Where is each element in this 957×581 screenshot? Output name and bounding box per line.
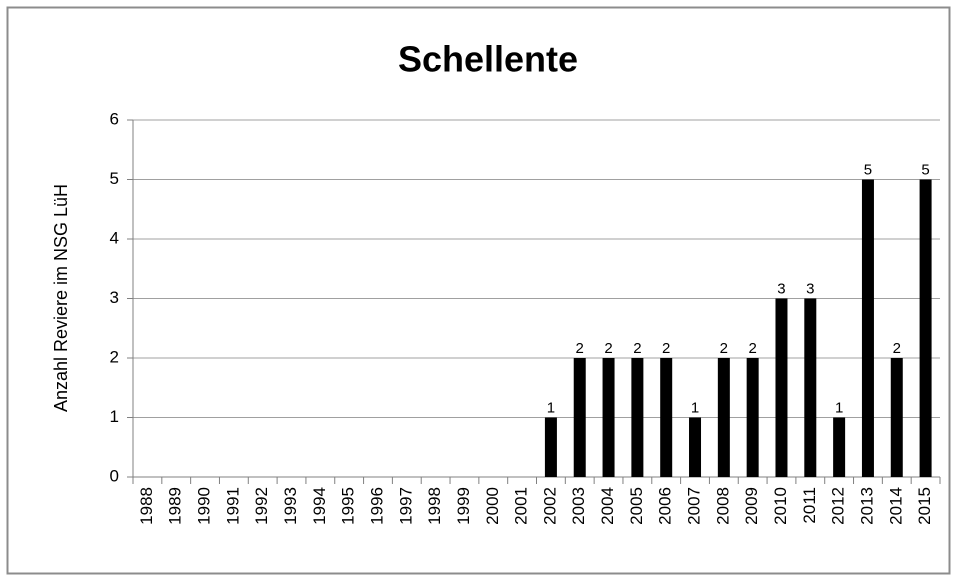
bar — [631, 358, 644, 477]
x-tick-label: 2009 — [742, 487, 761, 525]
x-tick-label: 1988 — [137, 487, 156, 525]
bar — [544, 417, 557, 477]
x-tick-label: 1996 — [367, 487, 386, 525]
bar — [804, 298, 817, 477]
x-tick-label: 1993 — [281, 487, 300, 525]
bar — [660, 358, 673, 477]
x-tick-label: 2015 — [915, 487, 934, 525]
x-tick-label: 2004 — [598, 487, 617, 525]
data-label: 5 — [921, 161, 929, 178]
data-label: 5 — [864, 161, 872, 178]
bar — [890, 358, 903, 477]
x-tick-label: 2008 — [713, 487, 732, 525]
bar — [919, 179, 932, 477]
data-label: 1 — [547, 399, 555, 416]
bar — [573, 358, 586, 477]
x-tick-label: 2003 — [569, 487, 588, 525]
data-label: 2 — [604, 340, 612, 357]
data-label: 2 — [576, 340, 584, 357]
bar — [717, 358, 730, 477]
data-label: 3 — [806, 280, 814, 297]
x-tick-label: 1997 — [396, 487, 415, 525]
x-tick-label: 1990 — [195, 487, 214, 525]
x-tick-label: 2000 — [483, 487, 502, 525]
bar — [689, 417, 702, 477]
y-axis-label: Anzahl Reviere im NSG LüH — [51, 184, 71, 412]
x-tick-label: 1989 — [166, 487, 185, 525]
bar — [833, 417, 846, 477]
bar — [602, 358, 615, 477]
bar — [746, 358, 759, 477]
x-tick-label: 2006 — [656, 487, 675, 525]
bar — [775, 298, 788, 477]
x-tick-label: 1994 — [310, 487, 329, 525]
data-label: 2 — [633, 340, 641, 357]
x-tick-label: 1991 — [223, 487, 242, 525]
bar — [861, 179, 874, 477]
x-tick-label: 2007 — [685, 487, 704, 525]
y-tick-label: 4 — [110, 228, 119, 247]
data-label: 1 — [691, 399, 699, 416]
y-tick-label: 0 — [110, 466, 119, 485]
x-tick-label: 1995 — [339, 487, 358, 525]
x-tick-label: 2002 — [540, 487, 559, 525]
y-tick-label: 1 — [110, 407, 119, 426]
y-tick-label: 2 — [110, 347, 119, 366]
x-tick-label: 2005 — [627, 487, 646, 525]
y-tick-label: 6 — [110, 109, 119, 128]
y-tick-label: 3 — [110, 288, 119, 307]
x-tick-label: 2011 — [800, 487, 819, 524]
data-label: 2 — [748, 340, 756, 357]
y-tick-label: 5 — [110, 169, 119, 188]
x-tick-label: 2010 — [771, 487, 790, 525]
x-tick-label: 2013 — [857, 487, 876, 525]
x-tick-label: 2014 — [886, 487, 905, 525]
x-tick-label: 2012 — [829, 487, 848, 525]
data-label: 2 — [720, 340, 728, 357]
chart-title: Schellente — [398, 39, 578, 80]
data-label: 1 — [835, 399, 843, 416]
x-tick-label: 1992 — [252, 487, 271, 525]
x-tick-label: 1999 — [454, 487, 473, 525]
data-label: 3 — [777, 280, 785, 297]
data-label: 2 — [893, 340, 901, 357]
data-label: 2 — [662, 340, 670, 357]
x-tick-label: 2001 — [512, 487, 531, 525]
x-tick-label: 1998 — [425, 487, 444, 525]
